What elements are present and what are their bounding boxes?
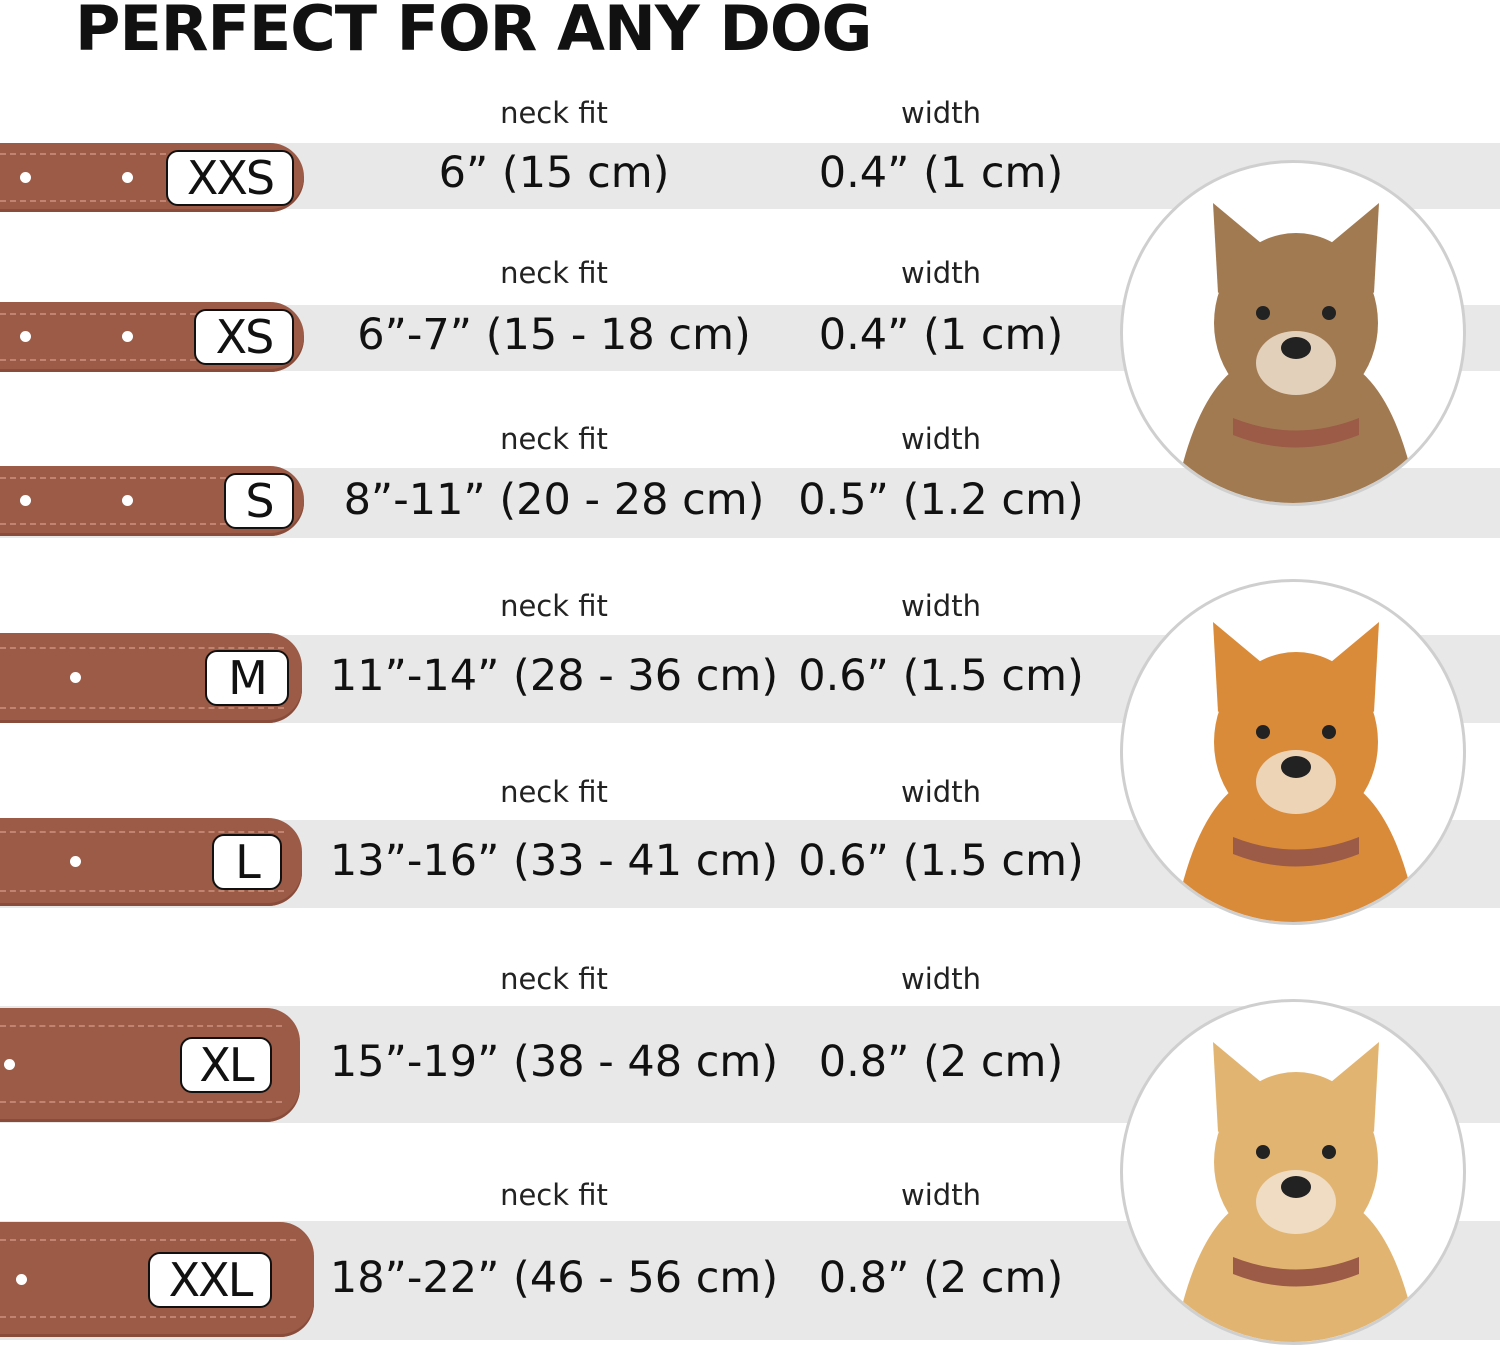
dog-eye bbox=[1256, 1145, 1270, 1159]
stitching bbox=[0, 1101, 282, 1104]
dog-ear-right bbox=[1319, 1042, 1379, 1132]
size-tag: XXS bbox=[166, 149, 294, 206]
neck-fit-value: 15”-19” (38 - 48 cm) bbox=[329, 1036, 779, 1087]
width-value: 0.5” (1.2 cm) bbox=[798, 475, 1084, 525]
stitching bbox=[0, 1316, 296, 1319]
width-value: 0.8” (2 cm) bbox=[818, 1036, 1064, 1087]
size-tag: XL bbox=[180, 1037, 272, 1093]
dog-head bbox=[1214, 233, 1378, 413]
stitching bbox=[0, 153, 286, 156]
width-value: 0.8” (2 cm) bbox=[818, 1252, 1064, 1303]
width-value: 0.6” (1.5 cm) bbox=[798, 836, 1084, 886]
size-tag: S bbox=[224, 473, 294, 529]
dog-ear-left bbox=[1213, 203, 1273, 293]
dog-collar bbox=[1233, 837, 1359, 867]
collar-hole bbox=[122, 331, 133, 342]
stitching bbox=[0, 831, 284, 834]
collar-hole bbox=[16, 1273, 27, 1285]
width-label: width bbox=[901, 962, 981, 996]
stitching bbox=[0, 312, 286, 315]
width-label: width bbox=[901, 256, 981, 290]
collar-hole bbox=[20, 495, 31, 506]
dog-ear-left bbox=[1213, 1042, 1273, 1132]
collar-hole bbox=[70, 672, 81, 683]
dog-icon bbox=[1174, 1042, 1418, 1342]
dog-icon bbox=[1174, 622, 1418, 922]
collar-hole bbox=[20, 171, 31, 183]
collar-hole bbox=[4, 1059, 15, 1070]
collar-image: XS bbox=[0, 302, 304, 372]
width-label: width bbox=[901, 422, 981, 456]
collar-image: XXS bbox=[0, 143, 304, 212]
collar-image: XXL bbox=[0, 1222, 314, 1337]
width-value: 0.4” (1 cm) bbox=[818, 310, 1064, 360]
dog-collar bbox=[1233, 1257, 1359, 1287]
dog-nose bbox=[1281, 1176, 1311, 1198]
collar-image: L bbox=[0, 818, 302, 906]
dog-eye bbox=[1256, 725, 1270, 739]
page-title: PERFECT FOR ANY DOG bbox=[75, 0, 872, 65]
dog-eye bbox=[1256, 306, 1270, 320]
neck-fit-label: neck fit bbox=[500, 96, 608, 130]
dog-nose bbox=[1281, 756, 1311, 778]
neck-fit-label: neck fit bbox=[500, 422, 608, 456]
dog-ear-right bbox=[1319, 203, 1379, 293]
neck-fit-value: 8”-11” (20 - 28 cm) bbox=[343, 475, 765, 525]
size-tag: XXL bbox=[148, 1251, 272, 1308]
neck-fit-value: 6” (15 cm) bbox=[438, 148, 670, 198]
stitching bbox=[0, 199, 286, 202]
width-value: 0.4” (1 cm) bbox=[818, 148, 1064, 198]
size-tag: L bbox=[212, 834, 282, 890]
width-label: width bbox=[901, 589, 981, 623]
neck-fit-label: neck fit bbox=[500, 1178, 608, 1212]
dog-eye bbox=[1322, 1145, 1336, 1159]
dog-collar bbox=[1233, 418, 1359, 448]
stitching bbox=[0, 646, 284, 649]
collar-hole bbox=[122, 171, 133, 183]
neck-fit-value: 6”-7” (15 - 18 cm) bbox=[357, 310, 751, 360]
collar-image: XL bbox=[0, 1008, 300, 1122]
dog-head bbox=[1214, 1072, 1378, 1252]
neck-fit-label: neck fit bbox=[500, 962, 608, 996]
stitching bbox=[0, 359, 286, 362]
collar-hole bbox=[20, 331, 31, 342]
neck-fit-label: neck fit bbox=[500, 589, 608, 623]
dog-eye bbox=[1322, 306, 1336, 320]
dog-icon bbox=[1174, 203, 1418, 503]
collar-image: M bbox=[0, 633, 302, 723]
collar-hole bbox=[70, 856, 81, 867]
dog-muzzle bbox=[1256, 331, 1336, 395]
size-tag: XS bbox=[194, 309, 294, 365]
stitching bbox=[0, 1025, 282, 1028]
width-label: width bbox=[901, 1178, 981, 1212]
dog-muzzle bbox=[1256, 1170, 1336, 1234]
neck-fit-value: 18”-22” (46 - 56 cm) bbox=[329, 1252, 779, 1303]
dog-muzzle bbox=[1256, 750, 1336, 814]
labrador-dog-photo bbox=[1120, 999, 1466, 1345]
width-value: 0.6” (1.5 cm) bbox=[798, 651, 1084, 701]
corgi-dog-photo bbox=[1120, 579, 1466, 925]
dog-nose bbox=[1281, 337, 1311, 359]
width-label: width bbox=[901, 96, 981, 130]
stitching bbox=[0, 706, 284, 709]
width-label: width bbox=[901, 775, 981, 809]
collar-hole bbox=[122, 495, 133, 506]
stitching bbox=[0, 1239, 296, 1242]
neck-fit-value: 13”-16” (33 - 41 cm) bbox=[329, 836, 779, 886]
neck-fit-label: neck fit bbox=[500, 775, 608, 809]
dog-eye bbox=[1322, 725, 1336, 739]
neck-fit-label: neck fit bbox=[500, 256, 608, 290]
size-tag: M bbox=[205, 650, 289, 706]
terrier-dog-photo bbox=[1120, 160, 1466, 506]
dog-ear-right bbox=[1319, 622, 1379, 712]
stitching bbox=[0, 523, 286, 526]
neck-fit-value: 11”-14” (28 - 36 cm) bbox=[329, 651, 779, 701]
dog-head bbox=[1214, 652, 1378, 832]
collar-image: S bbox=[0, 466, 304, 536]
dog-ear-left bbox=[1213, 622, 1273, 712]
stitching bbox=[0, 476, 286, 479]
stitching bbox=[0, 890, 284, 893]
